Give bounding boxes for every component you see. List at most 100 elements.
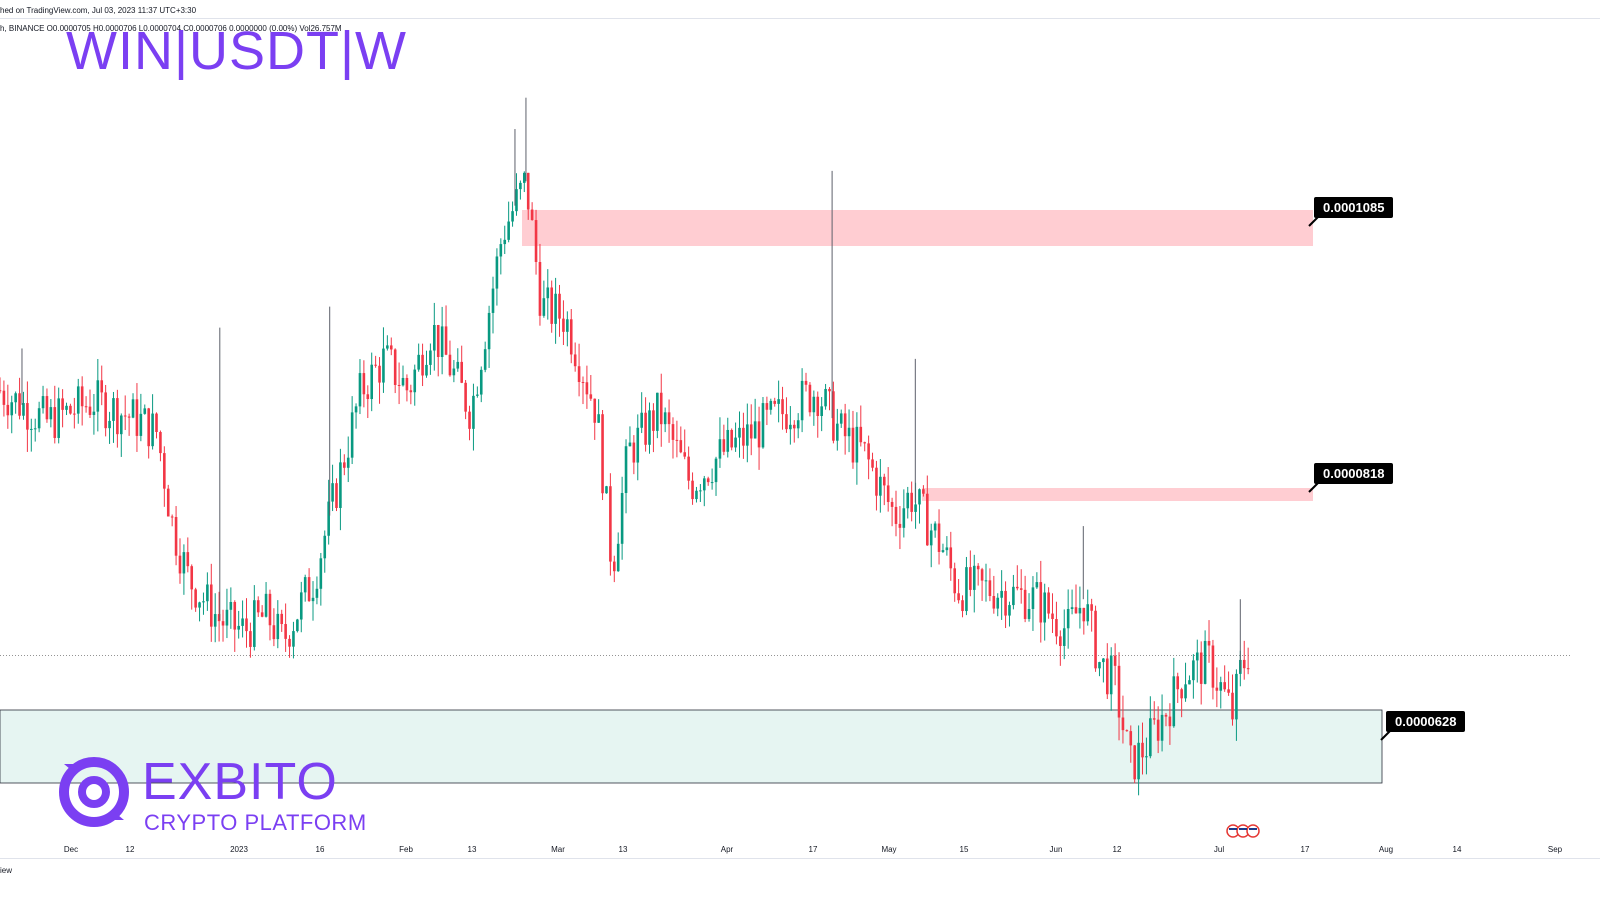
candle-body [996,597,1000,609]
candle-body [1070,607,1074,609]
candle-body [346,457,350,468]
candle-body [875,467,878,496]
candle-body [808,384,812,413]
candle-body [10,402,14,416]
candle-body [992,596,996,609]
candle-body [1074,607,1078,614]
candle-body [742,427,745,446]
candle-body [538,262,542,316]
candle-body [695,490,698,500]
candle-body [147,408,150,447]
candle-body [0,390,2,392]
us-flag-event-icon[interactable] [1226,824,1264,838]
candle-body [1031,587,1035,610]
candle-body [589,394,593,399]
candle-body [800,380,804,421]
candle-body [272,625,276,640]
candle-body [57,398,60,438]
candle-body [374,364,377,366]
candle-body [127,416,131,418]
candle-body [1082,607,1086,622]
candle-body [1176,676,1180,690]
candle-body [605,486,608,494]
candle-body [260,612,264,617]
candle-body [554,293,557,324]
candle-body [667,412,671,425]
candle-body [1231,692,1234,720]
candle-body [730,429,733,448]
candle-body [198,602,201,608]
candle-body [237,625,240,630]
candle-body [652,410,655,431]
candle-body [1004,590,1007,616]
candle-body [691,480,694,500]
candle-body [953,568,956,594]
candle-body [315,588,319,598]
candle-body [1090,604,1093,611]
candle-body [96,380,100,412]
candle-body [256,600,260,613]
candle-body [472,395,475,429]
x-tick-label: Jun [1049,845,1063,854]
candle-body [1184,684,1187,699]
candle-body [663,412,667,425]
candle-body [487,312,491,350]
candle-body [1207,640,1211,646]
candle-body [92,411,96,415]
candle-body [386,345,389,349]
candle-body [656,392,659,431]
x-tick-label: 17 [1300,845,1310,854]
candle-body [88,406,92,415]
candle-body [628,442,632,447]
candle-body [1117,665,1121,718]
candle-body [186,552,190,567]
x-tick-label: 12 [125,845,135,854]
x-tick-label: 15 [959,845,969,854]
candle-body [18,393,21,416]
candle-body [284,624,287,639]
candle-body [949,547,953,569]
candle-body [276,613,280,640]
candle-body [910,492,913,512]
candle-body [30,428,33,430]
candle-body [1215,687,1219,691]
candle-body [1094,610,1097,669]
candle-body [624,446,628,494]
candle-body [961,600,964,612]
candle-body [816,396,820,417]
candle-body [1039,582,1043,623]
candle-body [1246,668,1250,670]
candle-body [796,420,800,429]
candle-body [444,326,448,355]
candle-body [558,293,561,319]
candle-body [726,429,730,452]
x-tick-label: Sep [1547,845,1563,854]
candle-body [448,354,452,376]
candle-body [307,577,311,602]
candle-body [116,398,119,435]
x-tick-label: Dec [63,845,79,854]
candle-body [288,638,291,647]
candle-body [1102,658,1105,663]
candle-body [436,324,440,357]
candle-body [1227,689,1230,693]
candle-body [331,483,334,502]
candle-body [1098,662,1101,669]
candle-body [292,631,295,647]
candle-body [616,543,620,572]
candle-body [636,427,640,463]
candle-body [382,348,385,383]
candle-body [569,319,573,355]
candle-body [135,399,139,436]
x-axis-line [0,858,1600,859]
candle-body [734,437,737,448]
candle-body [174,517,178,556]
candle-body [566,319,569,332]
candle-body [104,392,107,429]
candle-body [296,619,299,632]
candle-body [479,369,483,395]
candle-body [980,569,984,581]
candle-body [886,485,890,502]
candle-body [464,382,467,412]
